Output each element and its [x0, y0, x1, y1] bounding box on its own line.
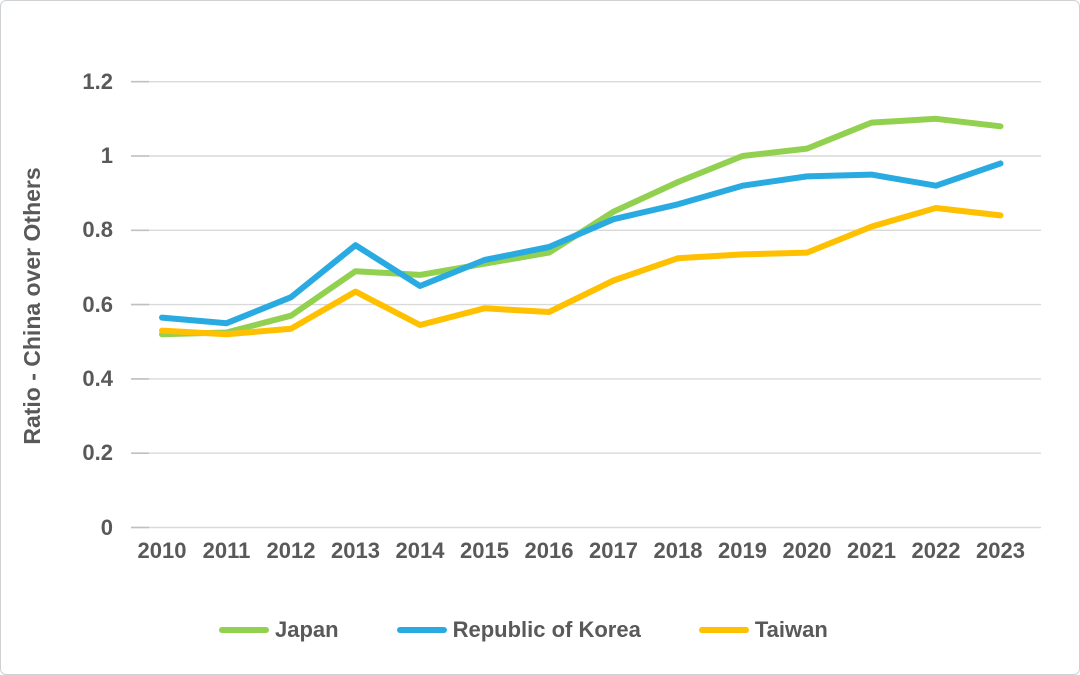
legend-swatch	[396, 627, 447, 633]
series-line-taiwan	[159, 205, 1004, 338]
x-tick-label: 2012	[266, 538, 316, 563]
x-tick-label: 2021	[847, 538, 896, 563]
x-tick-label: 2016	[524, 538, 574, 563]
chart-legend: Japan Republic of Korea Taiwan	[219, 617, 828, 643]
legend-item-japan: Japan	[219, 617, 339, 643]
legend-item-taiwan: Taiwan	[698, 617, 828, 643]
x-tick-label: 2018	[653, 538, 703, 563]
x-tick-label: 2017	[589, 538, 638, 563]
series-line-republic-of-korea	[159, 160, 1004, 327]
x-tick-label: 2011	[202, 538, 251, 563]
y-tick-label: 1	[100, 143, 113, 168]
legend-label: Taiwan	[754, 617, 828, 642]
x-tick-label: 2022	[911, 538, 961, 563]
x-tick-label: 2023	[976, 538, 1025, 563]
x-tick-label: 2014	[395, 538, 445, 563]
legend-item-republic-of-korea: Republic of Korea	[396, 617, 641, 643]
x-tick-label: 2013	[331, 538, 380, 563]
legend-label: Republic of Korea	[452, 617, 641, 642]
y-axis-title: Ratio - China over Others	[19, 167, 45, 445]
y-tick-label: 0.4	[82, 365, 113, 391]
legend-swatch	[698, 627, 749, 633]
y-tick-label: 1.2	[82, 68, 113, 94]
x-tick-label: 2010	[137, 538, 187, 563]
x-tick-label: 2019	[718, 538, 767, 563]
legend-label: Japan	[275, 617, 339, 642]
y-tick-label: 0.2	[82, 440, 113, 466]
x-tick-label: 2015	[460, 538, 509, 563]
y-tick-label: 0.8	[82, 217, 113, 243]
y-tick-label: 0.6	[82, 291, 113, 317]
y-tick-label: 0	[100, 514, 113, 540]
x-tick-label: 2020	[782, 538, 832, 563]
legend-swatch	[219, 627, 269, 633]
